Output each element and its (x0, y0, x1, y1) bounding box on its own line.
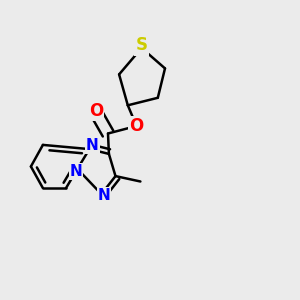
Text: N: N (70, 164, 82, 179)
Text: N: N (86, 138, 99, 153)
Text: N: N (98, 188, 110, 203)
Text: O: O (89, 102, 103, 120)
Text: S: S (136, 36, 148, 54)
Text: O: O (129, 117, 144, 135)
